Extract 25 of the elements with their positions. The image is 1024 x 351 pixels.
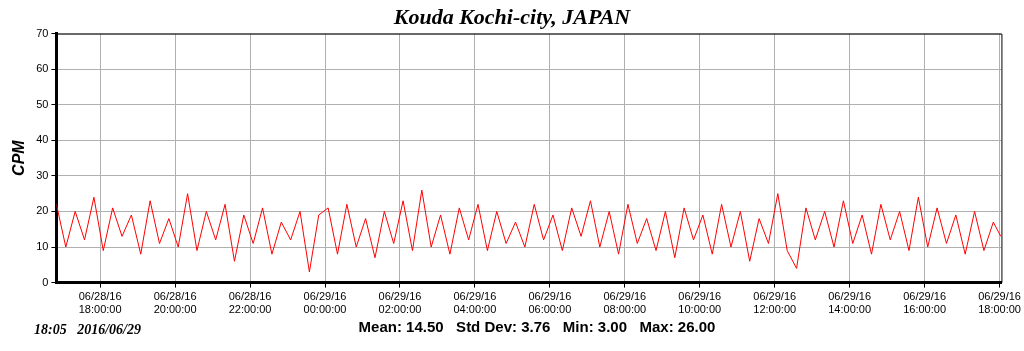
y-tick-label: 60	[36, 62, 49, 75]
y-tick-label: 50	[36, 97, 49, 110]
x-tick-label: 06/29/16 04:00:00	[453, 290, 497, 316]
chart-title: Kouda Kochi-city, JAPAN	[393, 4, 631, 29]
text: Mean: 14.50 Std Dev: 3.76 Min: 3.00 Max: 26.00	[358, 318, 716, 335]
x-tick-label: 06/29/16 18:00:00	[978, 290, 1021, 316]
x-tick-label: 06/29/16 14:00:00	[828, 290, 872, 316]
x-tick-label: 06/28/16 18:00:00	[78, 290, 122, 316]
y-tick-label: 0	[42, 275, 49, 288]
y-tick-label: 20	[36, 204, 49, 217]
x-tick-label: 06/29/16 10:00:00	[678, 290, 722, 316]
x-tick-label: 06/28/16 20:00:00	[153, 290, 197, 316]
y-axis-title: CPM	[10, 139, 28, 176]
x-tick-label: 06/29/16 12:00:00	[753, 290, 797, 316]
x-tick-label: 06/29/16 02:00:00	[378, 290, 422, 316]
x-tick-label: 06/29/16 06:00:00	[528, 290, 572, 316]
x-tick-label: 06/29/16 00:00:00	[303, 290, 347, 316]
text: 18:05 2016/06/29	[34, 322, 141, 338]
y-tick-label: 70	[36, 26, 49, 39]
y-tick-label: 10	[36, 240, 49, 253]
y-tick-label: 40	[36, 133, 49, 146]
x-tick-label: 06/29/16 16:00:00	[903, 290, 947, 316]
x-tick-label: 06/29/16 08:00:00	[603, 290, 647, 316]
x-tick-label: 06/28/16 22:00:00	[228, 290, 272, 316]
y-tick-label: 30	[36, 168, 49, 181]
